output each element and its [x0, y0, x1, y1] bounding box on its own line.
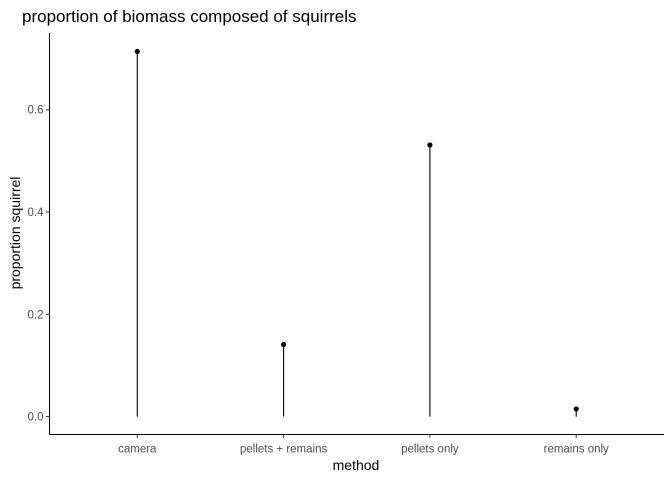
y-tick-label: 0.0 — [28, 412, 44, 424]
x-axis-ticks: camera pellets + remains pellets only remai… — [118, 434, 609, 456]
y-tick-label: 0.2 — [28, 309, 44, 321]
y-tick-label: 0.4 — [28, 207, 45, 219]
x-tick-label: pellets only — [401, 444, 459, 456]
x-tick-label: camera — [118, 444, 157, 456]
lollipop-point — [573, 406, 579, 412]
lollipop-point — [134, 48, 140, 55]
lollipop-point — [280, 341, 287, 348]
chart-marks — [134, 48, 579, 417]
plot-area: 0.0 0.2 0.4 0.6 camera pellets + remains pell… — [28, 33, 664, 456]
chart-title: proportion of biomass composed of squirr… — [22, 7, 357, 26]
y-axis-title: proportion squirrel — [7, 177, 23, 290]
y-axis-ticks: 0.0 0.2 0.4 0.6 — [28, 105, 50, 424]
x-tick-label: remains only — [544, 444, 609, 456]
y-tick-label: 0.6 — [28, 105, 44, 117]
x-tick-label: pellets + remains — [240, 444, 327, 456]
lollipop-point — [427, 142, 433, 148]
x-axis-title: method — [333, 457, 380, 473]
